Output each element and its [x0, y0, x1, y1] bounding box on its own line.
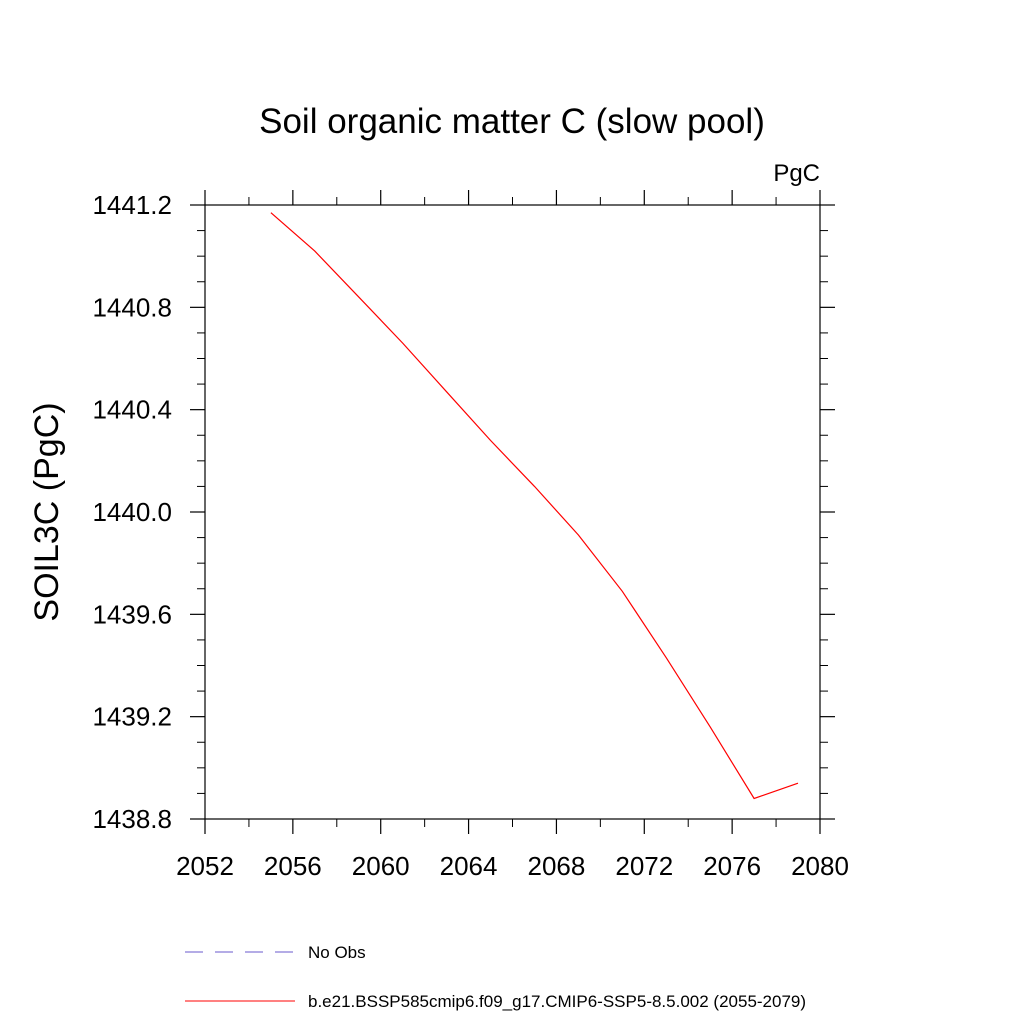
y-tick-label: 1440.0 [92, 497, 172, 527]
x-tick-label: 2080 [791, 851, 849, 881]
y-tick-label: 1440.8 [92, 292, 172, 322]
x-tick-label: 2060 [352, 851, 410, 881]
series-layer [270, 212, 799, 800]
x-tick-label: 2064 [440, 851, 498, 881]
x-tick-label: 2076 [703, 851, 761, 881]
units-label: PgC [773, 160, 820, 187]
x-axis-ticks: 2052 2056 2060 2064 2068 2072 2076 2080 [176, 190, 849, 881]
x-tick-label: 2068 [528, 851, 586, 881]
y-tick-label: 1439.2 [92, 702, 172, 732]
legend: No Obs b.e21.BSSP585cmip6.f09_g17.CMIP6-… [185, 943, 806, 1011]
y-tick-label: 1438.8 [92, 804, 172, 834]
x-tick-label: 2052 [176, 851, 234, 881]
series-line-1 [270, 212, 799, 800]
y-axis-label: SOIL3C (PgC) [28, 402, 66, 621]
y-axis-ticks: 1438.8 1439.2 1439.6 1440.0 1440.4 1440.8 1441… [92, 190, 835, 834]
legend-label-no-obs: No Obs [308, 943, 366, 962]
y-tick-label: 1441.2 [92, 190, 172, 220]
x-tick-label: 2072 [615, 851, 673, 881]
y-tick-label: 1439.6 [92, 599, 172, 629]
legend-label-model-run: b.e21.BSSP585cmip6.f09_g17.CMIP6-SSP5-8.… [308, 992, 806, 1011]
y-tick-label: 1440.4 [92, 395, 172, 425]
plot-frame [204, 204, 821, 820]
x-tick-label: 2056 [264, 851, 322, 881]
chart-title: Soil organic matter C (slow pool) [259, 102, 765, 141]
